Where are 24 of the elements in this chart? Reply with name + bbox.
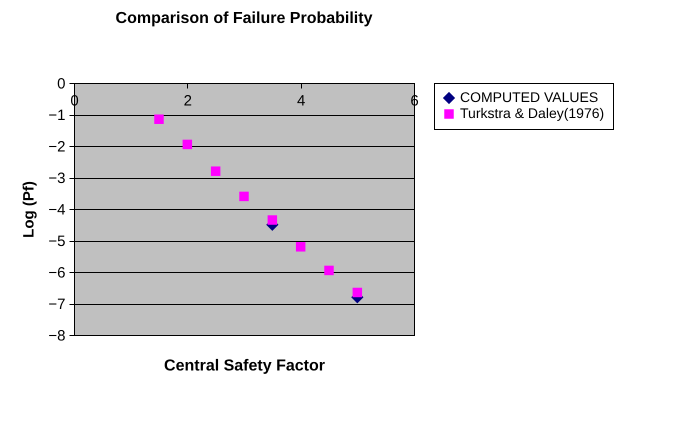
legend-label: Turkstra & Daley(1976) (460, 105, 604, 121)
x-tick-label: 2 (184, 92, 192, 110)
point (239, 192, 249, 202)
x-tick-label: 4 (296, 92, 306, 110)
y-tick-label: −6 (48, 264, 66, 282)
point (182, 140, 192, 150)
y-tick-label: −7 (48, 296, 66, 313)
point (296, 242, 306, 252)
y-tick-label: −2 (48, 138, 66, 156)
y-tick-label: −3 (48, 170, 66, 187)
point (154, 114, 164, 124)
x-axis-title: Central Safety Factor (164, 358, 325, 374)
point (210, 166, 220, 176)
point (268, 215, 278, 225)
y-tick-label: −1 (48, 107, 66, 124)
legend-label: COMPUTED VALUES (460, 89, 598, 105)
point (352, 288, 362, 298)
y-tick-label: 0 (57, 76, 66, 92)
chart-title: Comparison of Failure Probability (116, 10, 373, 27)
y-axis-title: Log (Pf) (20, 181, 38, 238)
point (324, 266, 334, 276)
y-tick-label: −4 (48, 202, 66, 218)
y-tick-label: −5 (48, 233, 66, 250)
y-tick-label: −8 (48, 328, 66, 344)
